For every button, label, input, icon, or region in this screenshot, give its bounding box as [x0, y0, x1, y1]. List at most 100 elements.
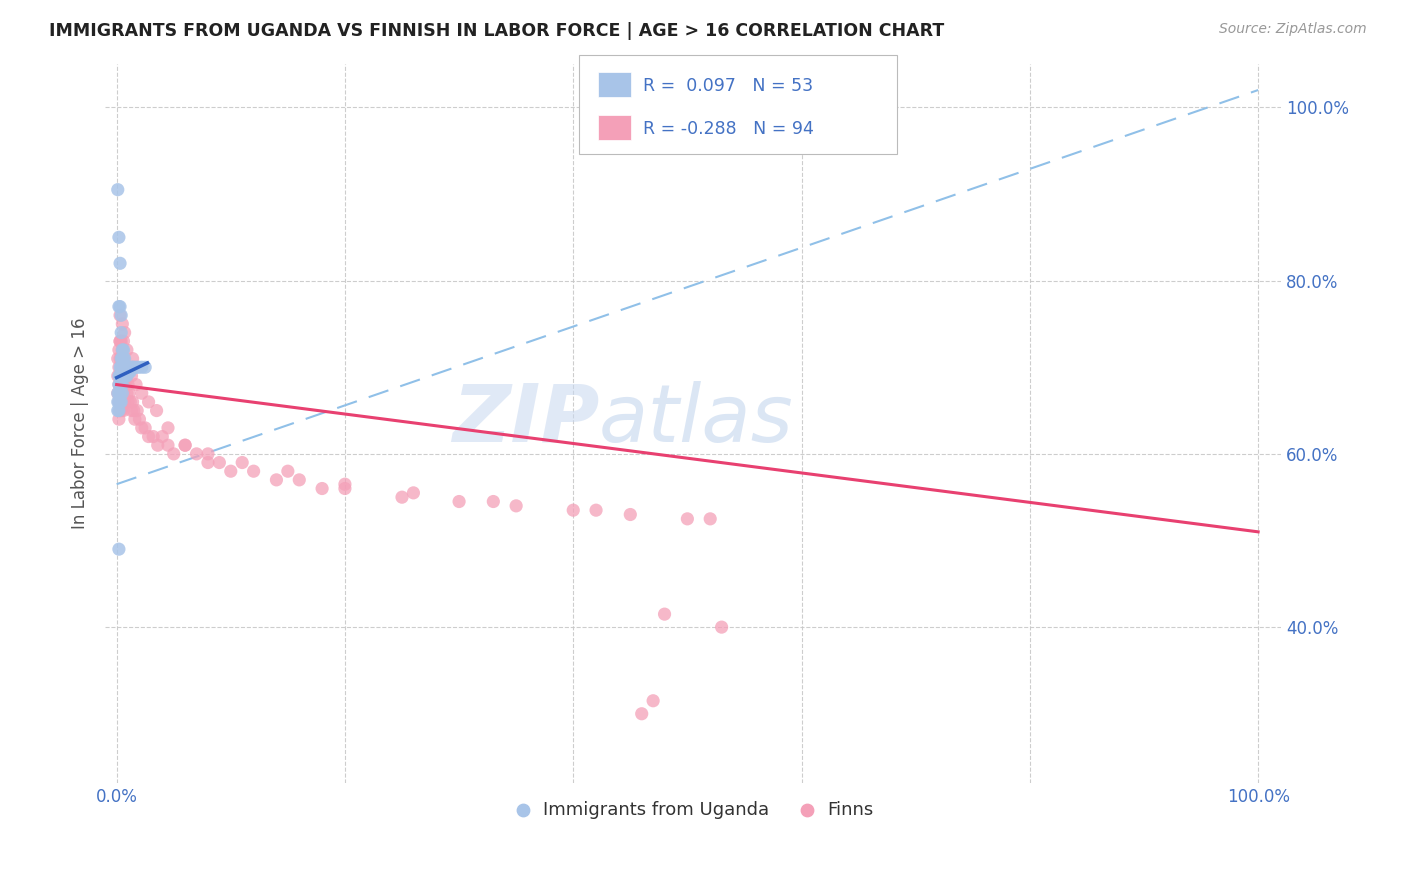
Point	[197, 447, 219, 461]
Point	[112, 334, 135, 349]
Point	[131, 360, 153, 375]
Point	[117, 360, 139, 375]
Point	[111, 360, 134, 375]
Point	[146, 438, 169, 452]
Point	[114, 377, 136, 392]
Point	[482, 494, 505, 508]
Text: Source: ZipAtlas.com: Source: ZipAtlas.com	[1219, 22, 1367, 37]
Point	[110, 403, 132, 417]
Point	[654, 607, 676, 621]
Point	[108, 368, 131, 383]
Point	[108, 403, 131, 417]
Point	[110, 386, 132, 401]
Point	[108, 377, 131, 392]
Point	[114, 360, 136, 375]
Point	[333, 477, 356, 491]
Point	[138, 395, 160, 409]
Point	[111, 343, 134, 357]
Point	[108, 360, 131, 375]
Point	[111, 377, 134, 392]
Point	[142, 429, 165, 443]
Point	[156, 438, 179, 452]
Point	[107, 403, 129, 417]
Point	[114, 368, 136, 383]
Point	[107, 386, 129, 401]
Point	[108, 542, 131, 557]
Point	[122, 360, 145, 375]
Point	[108, 300, 131, 314]
Point	[127, 360, 149, 375]
Point	[108, 368, 131, 383]
Point	[138, 429, 160, 443]
Point	[117, 365, 139, 379]
Point	[402, 486, 425, 500]
Point	[108, 395, 131, 409]
Point	[619, 508, 641, 522]
Point	[110, 351, 132, 366]
Text: R = -0.288   N = 94: R = -0.288 N = 94	[643, 120, 814, 138]
Point	[108, 300, 131, 314]
Point	[121, 403, 143, 417]
Point	[156, 421, 179, 435]
Point	[231, 456, 253, 470]
Point	[114, 360, 136, 375]
Point	[108, 343, 131, 357]
Point	[121, 395, 143, 409]
Point	[110, 377, 132, 392]
Point	[108, 256, 131, 270]
Point	[108, 368, 131, 383]
Point	[107, 386, 129, 401]
Point	[562, 503, 585, 517]
Point	[108, 377, 131, 392]
Point	[266, 473, 288, 487]
Point	[111, 351, 134, 366]
Point	[115, 368, 138, 383]
Point	[108, 386, 131, 401]
Point	[585, 503, 607, 517]
Point	[120, 365, 142, 379]
Point	[115, 368, 138, 383]
Point	[108, 412, 131, 426]
Point	[110, 326, 132, 340]
Point	[120, 395, 142, 409]
Point	[117, 377, 139, 392]
Point	[114, 377, 136, 392]
Legend: Immigrants from Uganda, Finns: Immigrants from Uganda, Finns	[505, 793, 880, 826]
Point	[118, 365, 141, 379]
Point	[108, 395, 131, 409]
Point	[111, 317, 134, 331]
Point	[111, 360, 134, 375]
Point	[124, 412, 146, 426]
Point	[107, 351, 129, 366]
Point	[118, 386, 141, 401]
Point	[107, 368, 129, 383]
Point	[114, 351, 136, 366]
Point	[121, 368, 143, 383]
Point	[108, 395, 131, 409]
Point	[121, 351, 143, 366]
Point	[134, 360, 156, 375]
Point	[115, 360, 138, 375]
Point	[505, 499, 527, 513]
Point	[114, 360, 136, 375]
Point	[122, 403, 145, 417]
Point	[108, 403, 131, 417]
Point	[163, 447, 186, 461]
Point	[128, 412, 150, 426]
Text: R =  0.097   N = 53: R = 0.097 N = 53	[643, 77, 813, 95]
Point	[110, 368, 132, 383]
Point	[108, 308, 131, 322]
Point	[115, 386, 138, 401]
Point	[333, 482, 356, 496]
Point	[114, 326, 136, 340]
Point	[131, 386, 153, 401]
Point	[112, 368, 135, 383]
Point	[391, 490, 413, 504]
Point	[112, 351, 135, 366]
Point	[110, 368, 132, 383]
Point	[242, 464, 264, 478]
Point	[630, 706, 652, 721]
Point	[108, 230, 131, 244]
Point	[107, 183, 129, 197]
Point	[112, 403, 135, 417]
